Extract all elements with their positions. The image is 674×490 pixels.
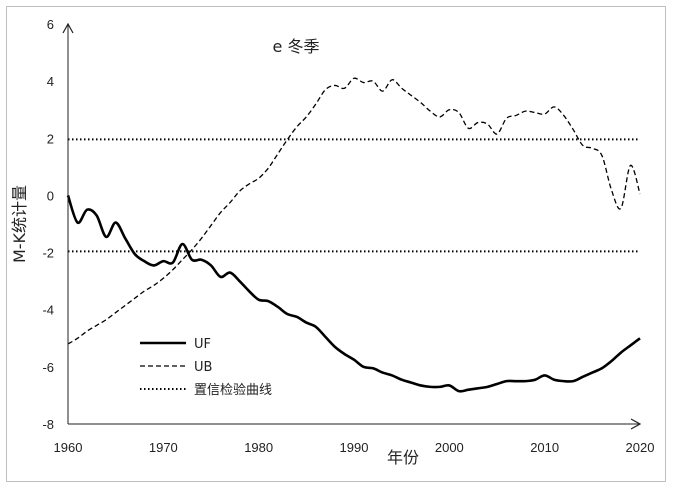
tick-labels: -8 -6 -4 -2 0 2 4 6 1960 1970 1980 1990 2000 2010 2020 — [42, 17, 654, 455]
x-tick-label: 1960 — [54, 440, 83, 455]
y-tick-label: -6 — [42, 360, 54, 375]
series-layer — [66, 77, 641, 393]
y-tick-label: 4 — [47, 74, 54, 89]
y-tick-label: 6 — [47, 17, 54, 32]
y-axis-arrow — [62, 22, 74, 34]
x-tick-label: 1980 — [244, 440, 273, 455]
x-tick-label: 2010 — [530, 440, 559, 455]
x-axis-arrow — [630, 418, 642, 430]
legend-ci-label: 置信检验曲线 — [194, 382, 272, 398]
chart-title: e 冬季 — [273, 37, 320, 56]
x-tick-label: 2020 — [626, 440, 655, 455]
legend-uf-label: UF — [194, 337, 211, 352]
legend-ub-label: UB — [194, 360, 212, 375]
axes-layer — [62, 22, 642, 430]
y-tick-label: -2 — [42, 246, 54, 261]
y-tick-label: -4 — [42, 303, 54, 318]
ub-series-line — [67, 77, 641, 345]
x-tick-label: 2000 — [435, 440, 464, 455]
x-tick-label: 1990 — [340, 440, 369, 455]
uf-series-line — [66, 194, 641, 393]
legend: UF UB 置信检验曲线 — [140, 337, 272, 398]
y-tick-label: -8 — [42, 417, 54, 432]
y-tick-label: 2 — [47, 131, 54, 146]
y-axis-title: M-K统计量 — [10, 185, 29, 263]
y-tick-label: 0 — [47, 188, 54, 203]
x-tick-label: 1970 — [149, 440, 178, 455]
x-axis-title: 年份 — [387, 448, 419, 467]
